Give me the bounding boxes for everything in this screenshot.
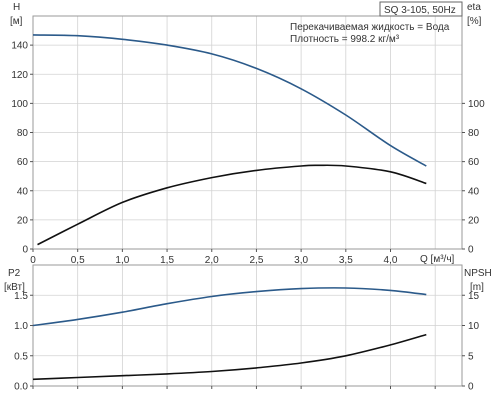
head-axis-label: H (13, 2, 20, 13)
power-npsh-panel: 0.0 0.5 1.0 1.5 0 5 10 15 P2 [кВт] NPSH [m] (4, 264, 492, 393)
right-tick-label: 20 (468, 215, 480, 226)
left-tick-label: 0.5 (14, 351, 28, 362)
pump-title: SQ 3-105, 50Hz (384, 5, 456, 16)
npsh-axis-label: NPSH (464, 268, 492, 279)
x-tick-label: 2,5 (249, 255, 263, 266)
right-tick-label: 100 (468, 99, 485, 110)
pump-title-box (379, 1, 463, 17)
left-tick-label: 20 (17, 215, 29, 226)
x-tick-label: 3,5 (339, 255, 353, 266)
top-left-tick-labels: 0 20 40 60 80 100 120 140 (11, 41, 33, 256)
left-tick-label: 0.0 (14, 382, 28, 393)
left-tick-label: 1.5 (14, 291, 28, 302)
bottom-grid (33, 265, 462, 387)
fluid-annotation: Перекачиваемая жидкость = Вода (290, 22, 450, 33)
right-tick-label: 80 (468, 128, 480, 139)
left-tick-label: 140 (11, 41, 28, 52)
x-tick-label: 2,0 (205, 255, 219, 266)
right-tick-label: 5 (468, 351, 474, 362)
left-tick-label: 40 (17, 186, 29, 197)
top-x-tick-labels: 0 0,5 1,0 1,5 2,0 2,5 3,0 3,5 4,0 (30, 249, 398, 266)
x-tick-label: 3,0 (294, 255, 308, 266)
power-axis-unit: [кВт] (4, 282, 25, 293)
head-efficiency-panel: 0 20 40 60 80 100 120 140 0 20 40 60 80 100 0 0,5 1,0 1… (10, 1, 485, 266)
bottom-right-tick-labels: 0 5 10 15 (462, 291, 480, 393)
power-curve (32, 287, 427, 327)
flow-axis-label: Q [м³/ч] (420, 254, 455, 265)
power-axis-label: P2 (8, 268, 21, 279)
bottom-left-tick-labels: 0.0 0.5 1.0 1.5 (14, 291, 436, 393)
left-tick-label: 60 (17, 157, 29, 168)
right-tick-label: 0 (468, 382, 474, 393)
left-tick-label: 1.0 (14, 321, 28, 332)
head-curve (32, 34, 427, 167)
head-axis-unit: [м] (10, 16, 23, 27)
right-tick-label: 40 (468, 186, 480, 197)
npsh-curve (32, 333, 427, 381)
efficiency-curve (37, 164, 427, 246)
x-tick-label: 1,5 (160, 255, 174, 266)
right-tick-label: 15 (468, 291, 480, 302)
right-tick-label: 60 (468, 157, 480, 168)
bottom-series-lines (32, 287, 427, 381)
right-tick-label: 10 (468, 321, 480, 332)
x-tick-label: 4,0 (384, 255, 398, 266)
left-tick-label: 80 (17, 128, 29, 139)
left-tick-label: 120 (11, 70, 28, 81)
top-series-lines (32, 34, 427, 246)
x-tick-label: 1,0 (115, 255, 129, 266)
x-tick-label: 0,5 (71, 255, 85, 266)
efficiency-axis-unit: [%] (467, 16, 482, 27)
top-grid (33, 16, 462, 250)
left-tick-label: 100 (11, 99, 28, 110)
npsh-axis-unit: [m] (470, 282, 484, 293)
efficiency-axis-label: eta (467, 2, 481, 13)
top-right-tick-labels: 0 20 40 60 80 100 (462, 99, 485, 256)
right-tick-label: 0 (468, 245, 474, 256)
left-tick-label: 0 (22, 245, 28, 256)
x-tick-label: 0 (30, 255, 36, 266)
density-annotation: Плотность = 998.2 кг/м³ (290, 34, 400, 45)
